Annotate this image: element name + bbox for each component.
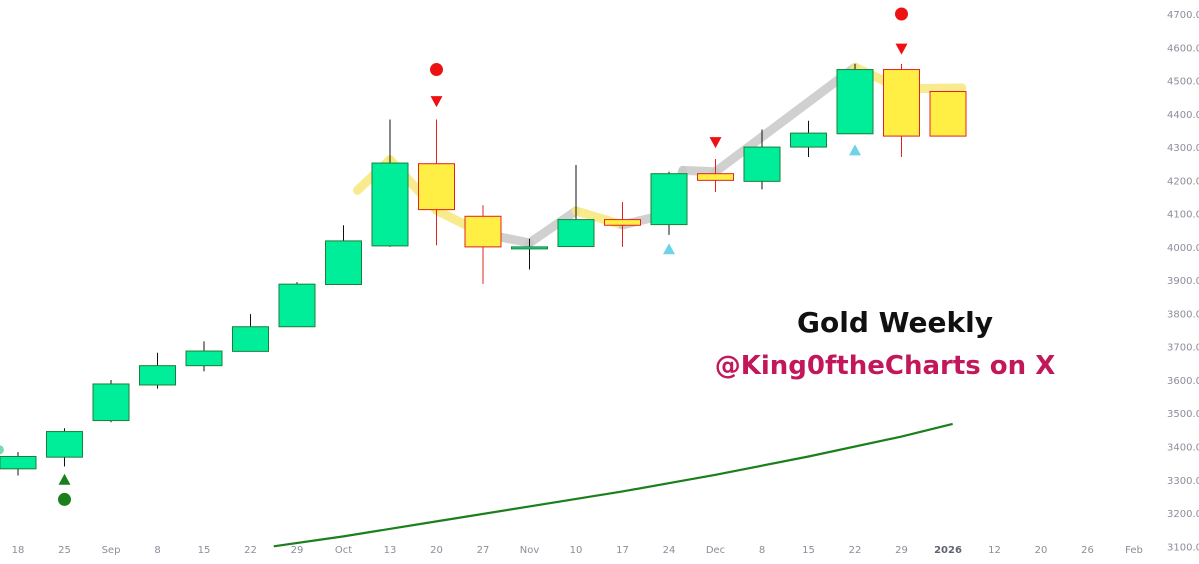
x-tick-label: 8 (759, 545, 765, 556)
candle-body (836, 69, 874, 135)
candle-body (743, 146, 781, 182)
candle-body (185, 350, 223, 367)
candle-body (325, 240, 362, 285)
x-tick-label: Feb (1125, 545, 1143, 556)
candle-body (92, 383, 130, 422)
y-tick-label: 4100.0 (1167, 210, 1199, 221)
ribbon-segment (711, 62, 860, 177)
x-tick-label: 15 (198, 545, 211, 556)
signal-triangle-down (709, 137, 722, 149)
signal-dot (895, 7, 908, 21)
x-tick-label: 29 (291, 545, 304, 556)
y-tick-label: 3200.0 (1167, 509, 1199, 520)
x-tick-label: 10 (570, 545, 583, 556)
candle-body (46, 431, 83, 458)
chart-caption-title: Gold Weekly (797, 306, 993, 339)
x-tick-label: Oct (335, 545, 352, 556)
signal-triangle-up (663, 243, 675, 255)
x-tick-label: 22 (244, 545, 257, 556)
x-tick-label: Nov (520, 545, 540, 556)
y-tick-label: 3700.0 (1167, 343, 1199, 354)
trend-ribbon (0, 62, 967, 455)
y-tick-label: 4700.0 (1167, 10, 1199, 21)
y-tick-label: 4300.0 (1167, 143, 1199, 154)
x-tick-label: 15 (802, 545, 815, 556)
candle-body (511, 246, 548, 250)
candle-body (604, 219, 641, 226)
x-tick-label: 24 (663, 545, 676, 556)
x-tick-label: 2026 (934, 545, 962, 556)
candle-body (139, 365, 176, 386)
y-tick-label: 4600.0 (1167, 43, 1199, 54)
x-tick-label: 27 (477, 545, 490, 556)
x-tick-label: 18 (12, 545, 25, 556)
candle-body (371, 162, 409, 247)
candle-body (418, 163, 455, 211)
signal-triangle-up (849, 144, 861, 156)
x-tick-label: 20 (430, 545, 443, 556)
x-tick-label: 20 (1035, 545, 1048, 556)
x-tick-label: 17 (616, 545, 629, 556)
candle-body (464, 215, 502, 248)
candle-body (697, 173, 734, 181)
y-tick-label: 3800.0 (1167, 309, 1199, 320)
candle-body (929, 91, 967, 137)
ribbon-segment (525, 206, 581, 248)
x-tick-label: 25 (58, 545, 71, 556)
moving-average-line (273, 422, 953, 548)
moving-average-layer (273, 422, 953, 548)
x-tick-label: Sep (102, 545, 121, 556)
candle-body (650, 173, 688, 226)
y-tick-label: 3100.0 (1167, 542, 1199, 553)
signal-markers-layer (58, 7, 908, 506)
signal-dot (430, 63, 443, 77)
candle-body (232, 326, 269, 352)
signal-triangle-up (58, 473, 71, 485)
chart-caption-handle: @King0ftheCharts on X (714, 351, 1056, 381)
ribbon-segment (678, 165, 720, 177)
y-tick-label: 3500.0 (1167, 409, 1199, 420)
y-tick-label: 3900.0 (1167, 276, 1199, 287)
x-tick-label: Dec (706, 545, 725, 556)
candle-body (0, 456, 37, 470)
x-tick-label: 13 (384, 545, 397, 556)
y-tick-label: 4000.0 (1167, 243, 1199, 254)
y-axis: 4700.0 4600.0 4500.0 4400.0 4300.0 4200.0 4100… (1167, 10, 1199, 553)
signal-dot (58, 492, 71, 506)
y-tick-label: 3400.0 (1167, 443, 1199, 454)
y-tick-label: 4500.0 (1167, 77, 1199, 88)
candles-layer (0, 63, 967, 476)
x-tick-label: 29 (895, 545, 908, 556)
candle-body (557, 219, 595, 248)
x-tick-label: 26 (1081, 545, 1094, 556)
candle-body (790, 132, 827, 148)
x-axis: 18 25 Sep 8 15 22 29 Oct 13 20 27 Nov 10 17 24 Dec 8 15 22… (12, 545, 1143, 556)
x-tick-label: 22 (849, 545, 862, 556)
x-tick-label: 8 (154, 545, 160, 556)
candle-body (883, 69, 920, 137)
y-tick-label: 3600.0 (1167, 376, 1199, 387)
y-tick-label: 4400.0 (1167, 110, 1199, 121)
y-tick-label: 3300.0 (1167, 476, 1199, 487)
signal-triangle-down (430, 96, 443, 108)
candle-body (278, 283, 316, 328)
y-tick-label: 4200.0 (1167, 176, 1199, 187)
signal-triangle-down (895, 43, 908, 55)
x-tick-label: 12 (988, 545, 1001, 556)
